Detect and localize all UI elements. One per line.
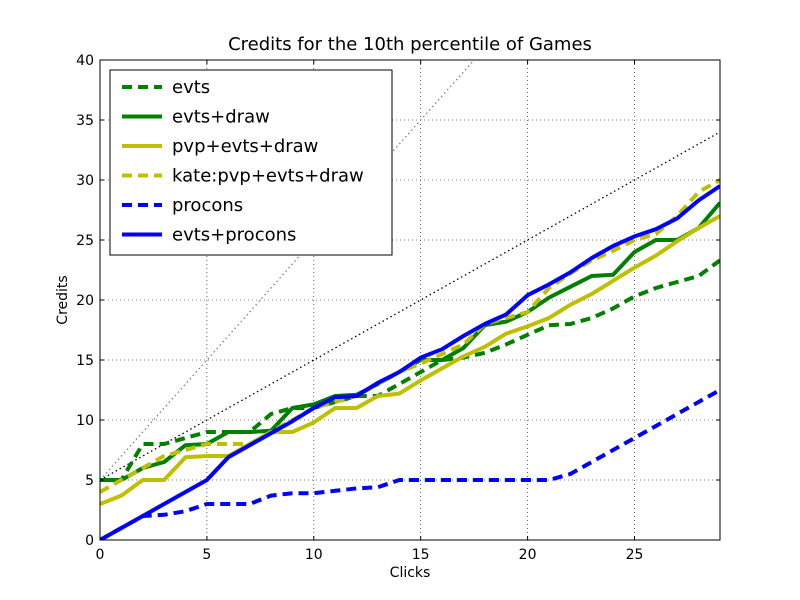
- series-line-pvp-evts-draw: [100, 214, 720, 506]
- y-tick-label: 15: [76, 353, 94, 369]
- y-tick-label: 0: [85, 533, 94, 549]
- series-line-procons: [100, 388, 720, 540]
- series-line-evts-procons: [100, 184, 720, 540]
- legend-label: procons: [172, 195, 243, 216]
- legend-label: evts: [172, 77, 210, 98]
- chart-title: Credits for the 10th percentile of Games: [228, 34, 592, 55]
- x-tick-label: 5: [202, 547, 211, 563]
- x-axis-label: Clicks: [390, 565, 431, 581]
- y-tick-label: 20: [76, 293, 94, 309]
- legend-label: kate:pvp+evts+draw: [172, 166, 364, 187]
- legend-label: evts+procons: [172, 225, 296, 246]
- legend-box: [109, 69, 393, 256]
- legend: evts evts+draw pvp+evts+draw kate:pvp+evts+…: [109, 69, 393, 256]
- x-tick-label: 20: [519, 547, 537, 563]
- legend-label: pvp+evts+draw: [172, 136, 318, 157]
- y-tick-label: 30: [76, 173, 94, 189]
- x-tick-label: 15: [412, 547, 430, 563]
- y-tick-label: 10: [76, 413, 94, 429]
- y-tick-label: 25: [76, 233, 94, 249]
- x-tick-label: 0: [96, 547, 105, 563]
- reference-line: [100, 131, 720, 481]
- series-line-kate-pvp-evts-draw: [100, 178, 720, 494]
- y-tick-label: 40: [76, 53, 94, 69]
- y-axis-label: Credits: [55, 275, 71, 324]
- series-line-evts: [100, 258, 720, 482]
- x-tick-label: 25: [626, 547, 644, 563]
- legend-label: evts+draw: [172, 107, 270, 128]
- x-tick-label: 10: [305, 547, 323, 563]
- y-tick-label: 5: [85, 473, 94, 489]
- y-tick-label: 35: [76, 113, 94, 129]
